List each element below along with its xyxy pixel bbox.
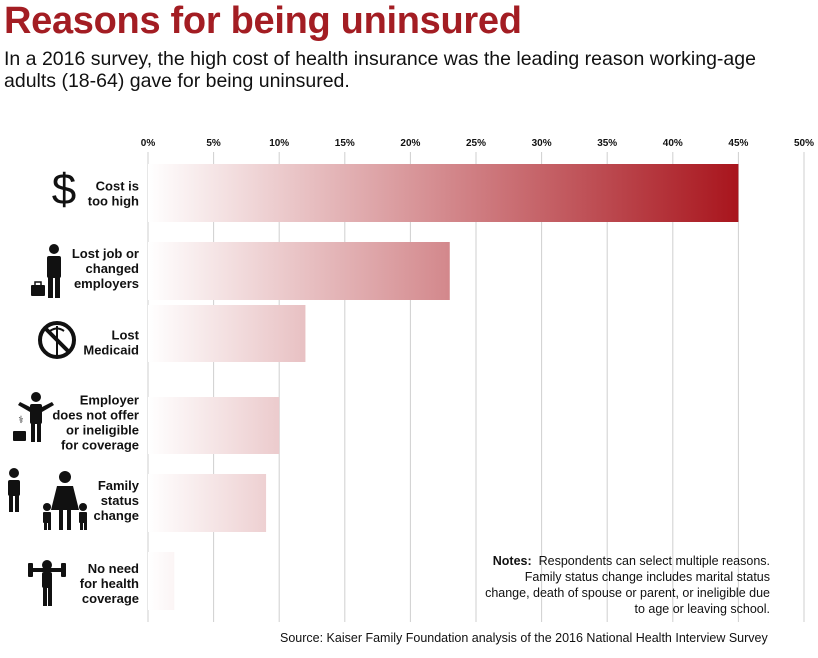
category-label: Employer does not offer or ineligible for c… [52, 393, 139, 453]
category-label: Cost is too high [88, 179, 139, 209]
x-tick-label: 30% [532, 138, 552, 149]
family-icon [8, 468, 87, 530]
x-axis-ticks: 0% 5% 10% 15% 20% 25% 30% 35% 40% 45% 50% [141, 138, 814, 149]
category-labels: Cost is too high Lost job or changed employe… [52, 179, 139, 607]
svg-text:$: $ [52, 165, 76, 214]
x-tick-label: 0% [141, 138, 156, 149]
bar [148, 474, 267, 532]
bars [148, 164, 739, 610]
bar [148, 397, 280, 454]
x-tick-label: 5% [206, 138, 221, 149]
x-tick-label: 40% [663, 138, 683, 149]
x-tick-label: 50% [794, 138, 814, 149]
bar [148, 242, 450, 300]
x-tick-label: 45% [728, 138, 748, 149]
gridlines [147, 152, 805, 622]
x-tick-label: 35% [597, 138, 617, 149]
person-shrug-icon: ⚕ [13, 392, 54, 442]
category-label: Lost Medicaid [83, 328, 139, 358]
notes-label: Notes: [492, 554, 532, 568]
notes-text: Respondents can select multiple reasons.… [485, 554, 770, 616]
dollar-icon: $ [52, 165, 76, 214]
x-tick-label: 25% [466, 138, 486, 149]
svg-text:⚕: ⚕ [18, 415, 23, 426]
strong-person-icon [28, 560, 66, 606]
chart-subtitle: In a 2016 survey, the high cost of healt… [4, 48, 756, 92]
x-tick-label: 10% [269, 138, 289, 149]
bar [148, 305, 306, 362]
category-label: Family status change [93, 478, 139, 523]
no-medicaid-icon [38, 321, 76, 359]
source-note: Source: Kaiser Family Foundation analysi… [280, 631, 768, 645]
person-briefcase-icon [31, 244, 61, 298]
bar [148, 164, 739, 222]
x-tick-label: 15% [335, 138, 355, 149]
category-label: Lost job or changed employers [72, 246, 139, 291]
bar [148, 552, 175, 610]
notes: Notes: Respondents can select multiple r… [480, 553, 770, 617]
chart-title: Reasons for being uninsured [4, 0, 522, 42]
x-tick-label: 20% [400, 138, 420, 149]
category-label: No need for health coverage [80, 561, 139, 606]
